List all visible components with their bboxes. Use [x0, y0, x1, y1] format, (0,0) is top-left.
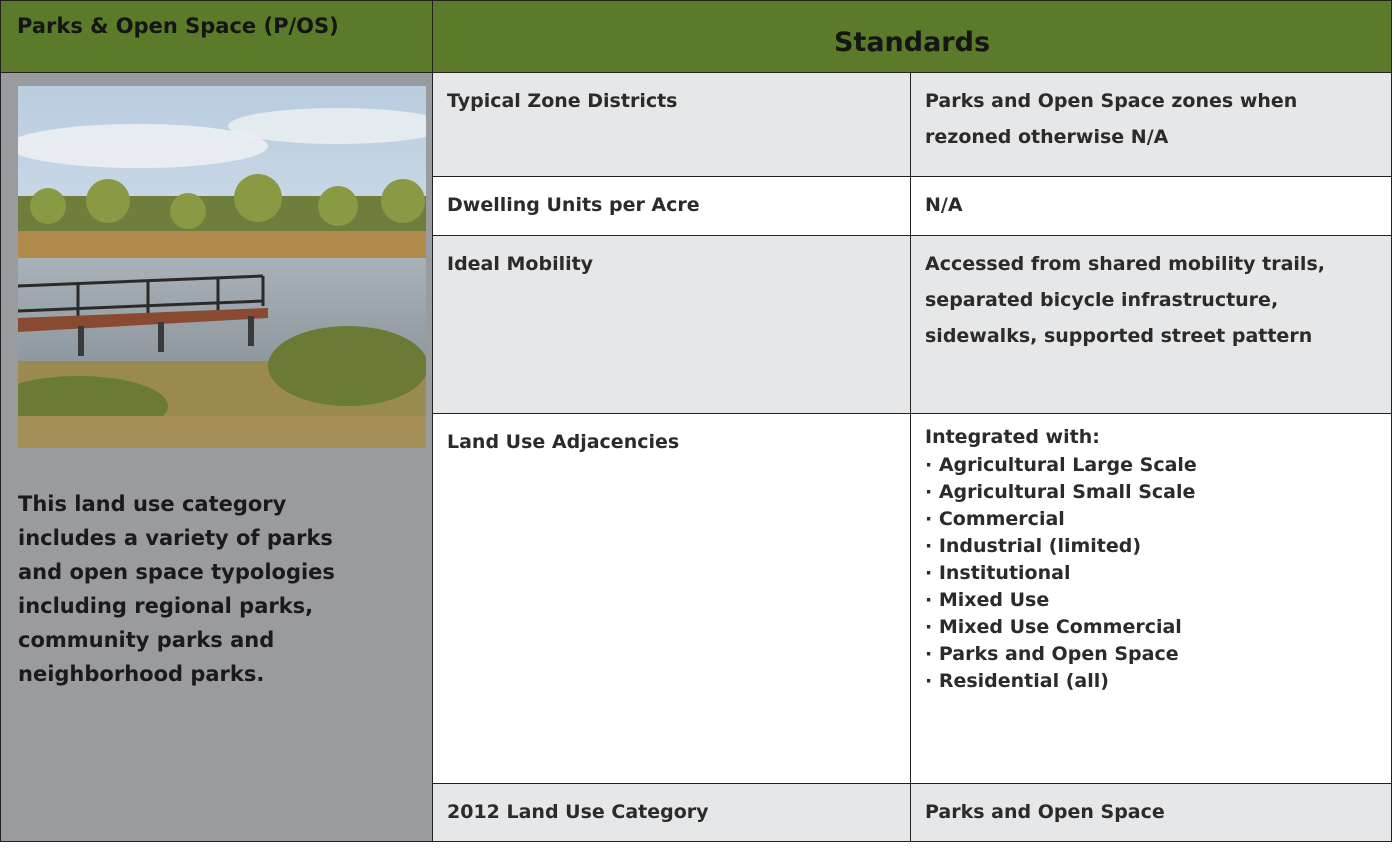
list-item: · Parks and Open Space: [925, 641, 1377, 668]
list-item: · Agricultural Large Scale: [925, 452, 1377, 479]
description: This land use category includes a variet…: [18, 487, 358, 691]
list-item: · Agricultural Small Scale: [925, 479, 1377, 506]
row-label: Land Use Adjacencies: [432, 413, 911, 784]
row-value: Integrated with: · Agricultural Large Sc…: [910, 413, 1392, 784]
row-label: Dwelling Units per Acre: [432, 176, 911, 236]
row-label: 2012 Land Use Category: [432, 783, 911, 842]
standards-header: Standards: [432, 0, 1392, 73]
row-label: Typical Zone Districts: [432, 72, 911, 177]
list-item: · Residential (all): [925, 668, 1377, 695]
list-item: · Industrial (limited): [925, 533, 1377, 560]
list-item: · Commercial: [925, 506, 1377, 533]
row-value: Parks and Open Space: [910, 783, 1392, 842]
list-item: · Institutional: [925, 560, 1377, 587]
list-item: · Mixed Use: [925, 587, 1377, 614]
page: Parks & Open Space (P/OS) Standards This…: [0, 0, 1398, 848]
row-value: N/A: [910, 176, 1392, 236]
left-header: Parks & Open Space (P/OS): [0, 0, 433, 73]
list-intro: Integrated with:: [925, 422, 1377, 452]
row-value: Parks and Open Space zones when rezoned …: [910, 72, 1392, 177]
row-label: Ideal Mobility: [432, 235, 911, 414]
adjacency-list: · Agricultural Large Scale· Agricultural…: [925, 452, 1377, 695]
park-photo: [18, 86, 426, 448]
list-item: · Mixed Use Commercial: [925, 614, 1377, 641]
row-value: Accessed from shared mobility trails, se…: [910, 235, 1392, 414]
